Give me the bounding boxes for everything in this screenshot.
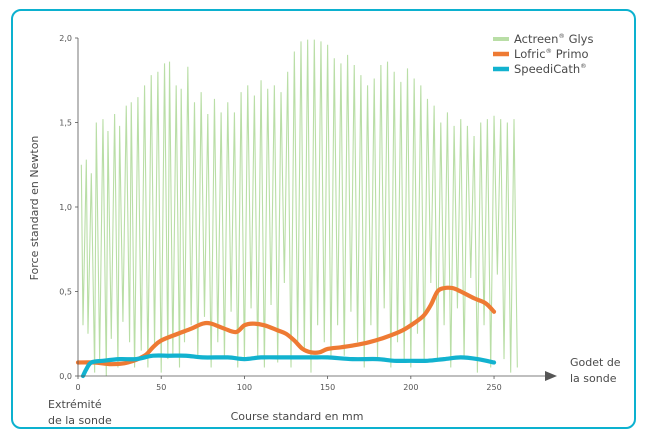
y-tick-label: 1,0	[59, 203, 72, 212]
series-actreen	[80, 39, 518, 377]
legend-label: Actreen® Glys	[514, 32, 593, 46]
x-end-label-line2: la sonde	[570, 372, 617, 385]
legend-item-speedicath: SpeediCath®	[493, 62, 587, 76]
x-end-label-line1: Godet de	[570, 356, 621, 369]
axis-ticks: 0 50 100 150 200 250 0,0 0,5 1,0 1,5 2,0	[59, 34, 501, 392]
legend-item-lofric: Lofric® Primo	[493, 47, 589, 61]
legend-label: SpeediCath®	[514, 62, 587, 76]
y-tick-label: 0,0	[59, 372, 72, 381]
legend-item-actreen: Actreen® Glys	[493, 32, 593, 46]
x-axis-arrow	[545, 371, 557, 381]
x-tick-label: 250	[486, 383, 501, 392]
y-axis-label: Force standard en Newton	[28, 136, 41, 281]
x-tick-label: 200	[403, 383, 418, 392]
y-tick-label: 0,5	[59, 288, 72, 297]
y-tick-label: 2,0	[59, 34, 72, 43]
x-start-label-line1: Extrémité	[48, 398, 102, 411]
x-tick-label: 0	[75, 383, 80, 392]
series-lines	[75, 285, 497, 379]
x-tick-label: 150	[320, 383, 335, 392]
series-actreen-line	[80, 39, 518, 377]
x-tick-label: 50	[156, 383, 166, 392]
x-start-label-line2: de la sonde	[48, 414, 112, 427]
x-axis-label: Course standard en mm	[231, 410, 364, 423]
y-tick-label: 1,5	[59, 119, 72, 128]
legend-label: Lofric® Primo	[514, 47, 589, 61]
x-tick-label: 100	[237, 383, 252, 392]
series-speedicath-line	[80, 353, 497, 379]
series-lofric-line	[75, 285, 497, 367]
